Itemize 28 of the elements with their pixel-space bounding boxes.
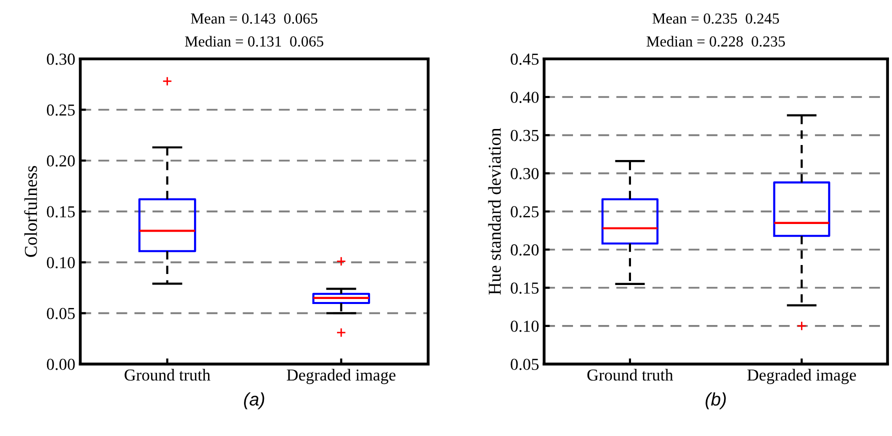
y-axis-title: Colorfulness bbox=[24, 166, 38, 257]
x-tick-label: Degraded image bbox=[747, 368, 856, 384]
chart-subtitle: Median = 0.131 0.065 bbox=[185, 36, 324, 47]
x-axis-title: (a) bbox=[244, 392, 264, 410]
y-tick-label: 0.10 bbox=[510, 320, 539, 332]
y-tick-label: 0.30 bbox=[510, 168, 539, 180]
y-tick-label: 0.25 bbox=[46, 104, 75, 116]
y-tick-label: 0.00 bbox=[46, 358, 75, 370]
y-axis-title: Hue standard deviation bbox=[488, 128, 501, 295]
x-axis-title: (b) bbox=[706, 392, 726, 410]
x-tick-label: Ground truth bbox=[124, 368, 210, 381]
y-tick-label: 0.15 bbox=[510, 282, 539, 294]
y-tick-label: 0.25 bbox=[510, 206, 539, 218]
y-tick-label: 0.20 bbox=[510, 244, 539, 256]
chart-title: Mean = 0.143 0.065 bbox=[190, 13, 318, 24]
chart-subtitle: Median = 0.228 0.235 bbox=[646, 36, 785, 47]
x-tick-label: Degraded image bbox=[286, 368, 396, 384]
y-tick-label: 0.15 bbox=[46, 206, 75, 218]
y-tick-label: 0.10 bbox=[46, 257, 75, 268]
y-tick-label: 0.30 bbox=[46, 54, 75, 65]
x-tick-label: Ground truth bbox=[587, 368, 674, 381]
y-tick-label: 0.45 bbox=[510, 54, 539, 65]
y-tick-label: 0.35 bbox=[510, 130, 539, 142]
y-tick-label: 0.05 bbox=[46, 308, 75, 320]
chart-title: Mean = 0.235 0.245 bbox=[652, 13, 779, 24]
y-tick-label: 0.40 bbox=[510, 92, 539, 104]
y-tick-label: 0.20 bbox=[46, 155, 75, 167]
y-tick-label: 0.05 bbox=[510, 358, 539, 370]
